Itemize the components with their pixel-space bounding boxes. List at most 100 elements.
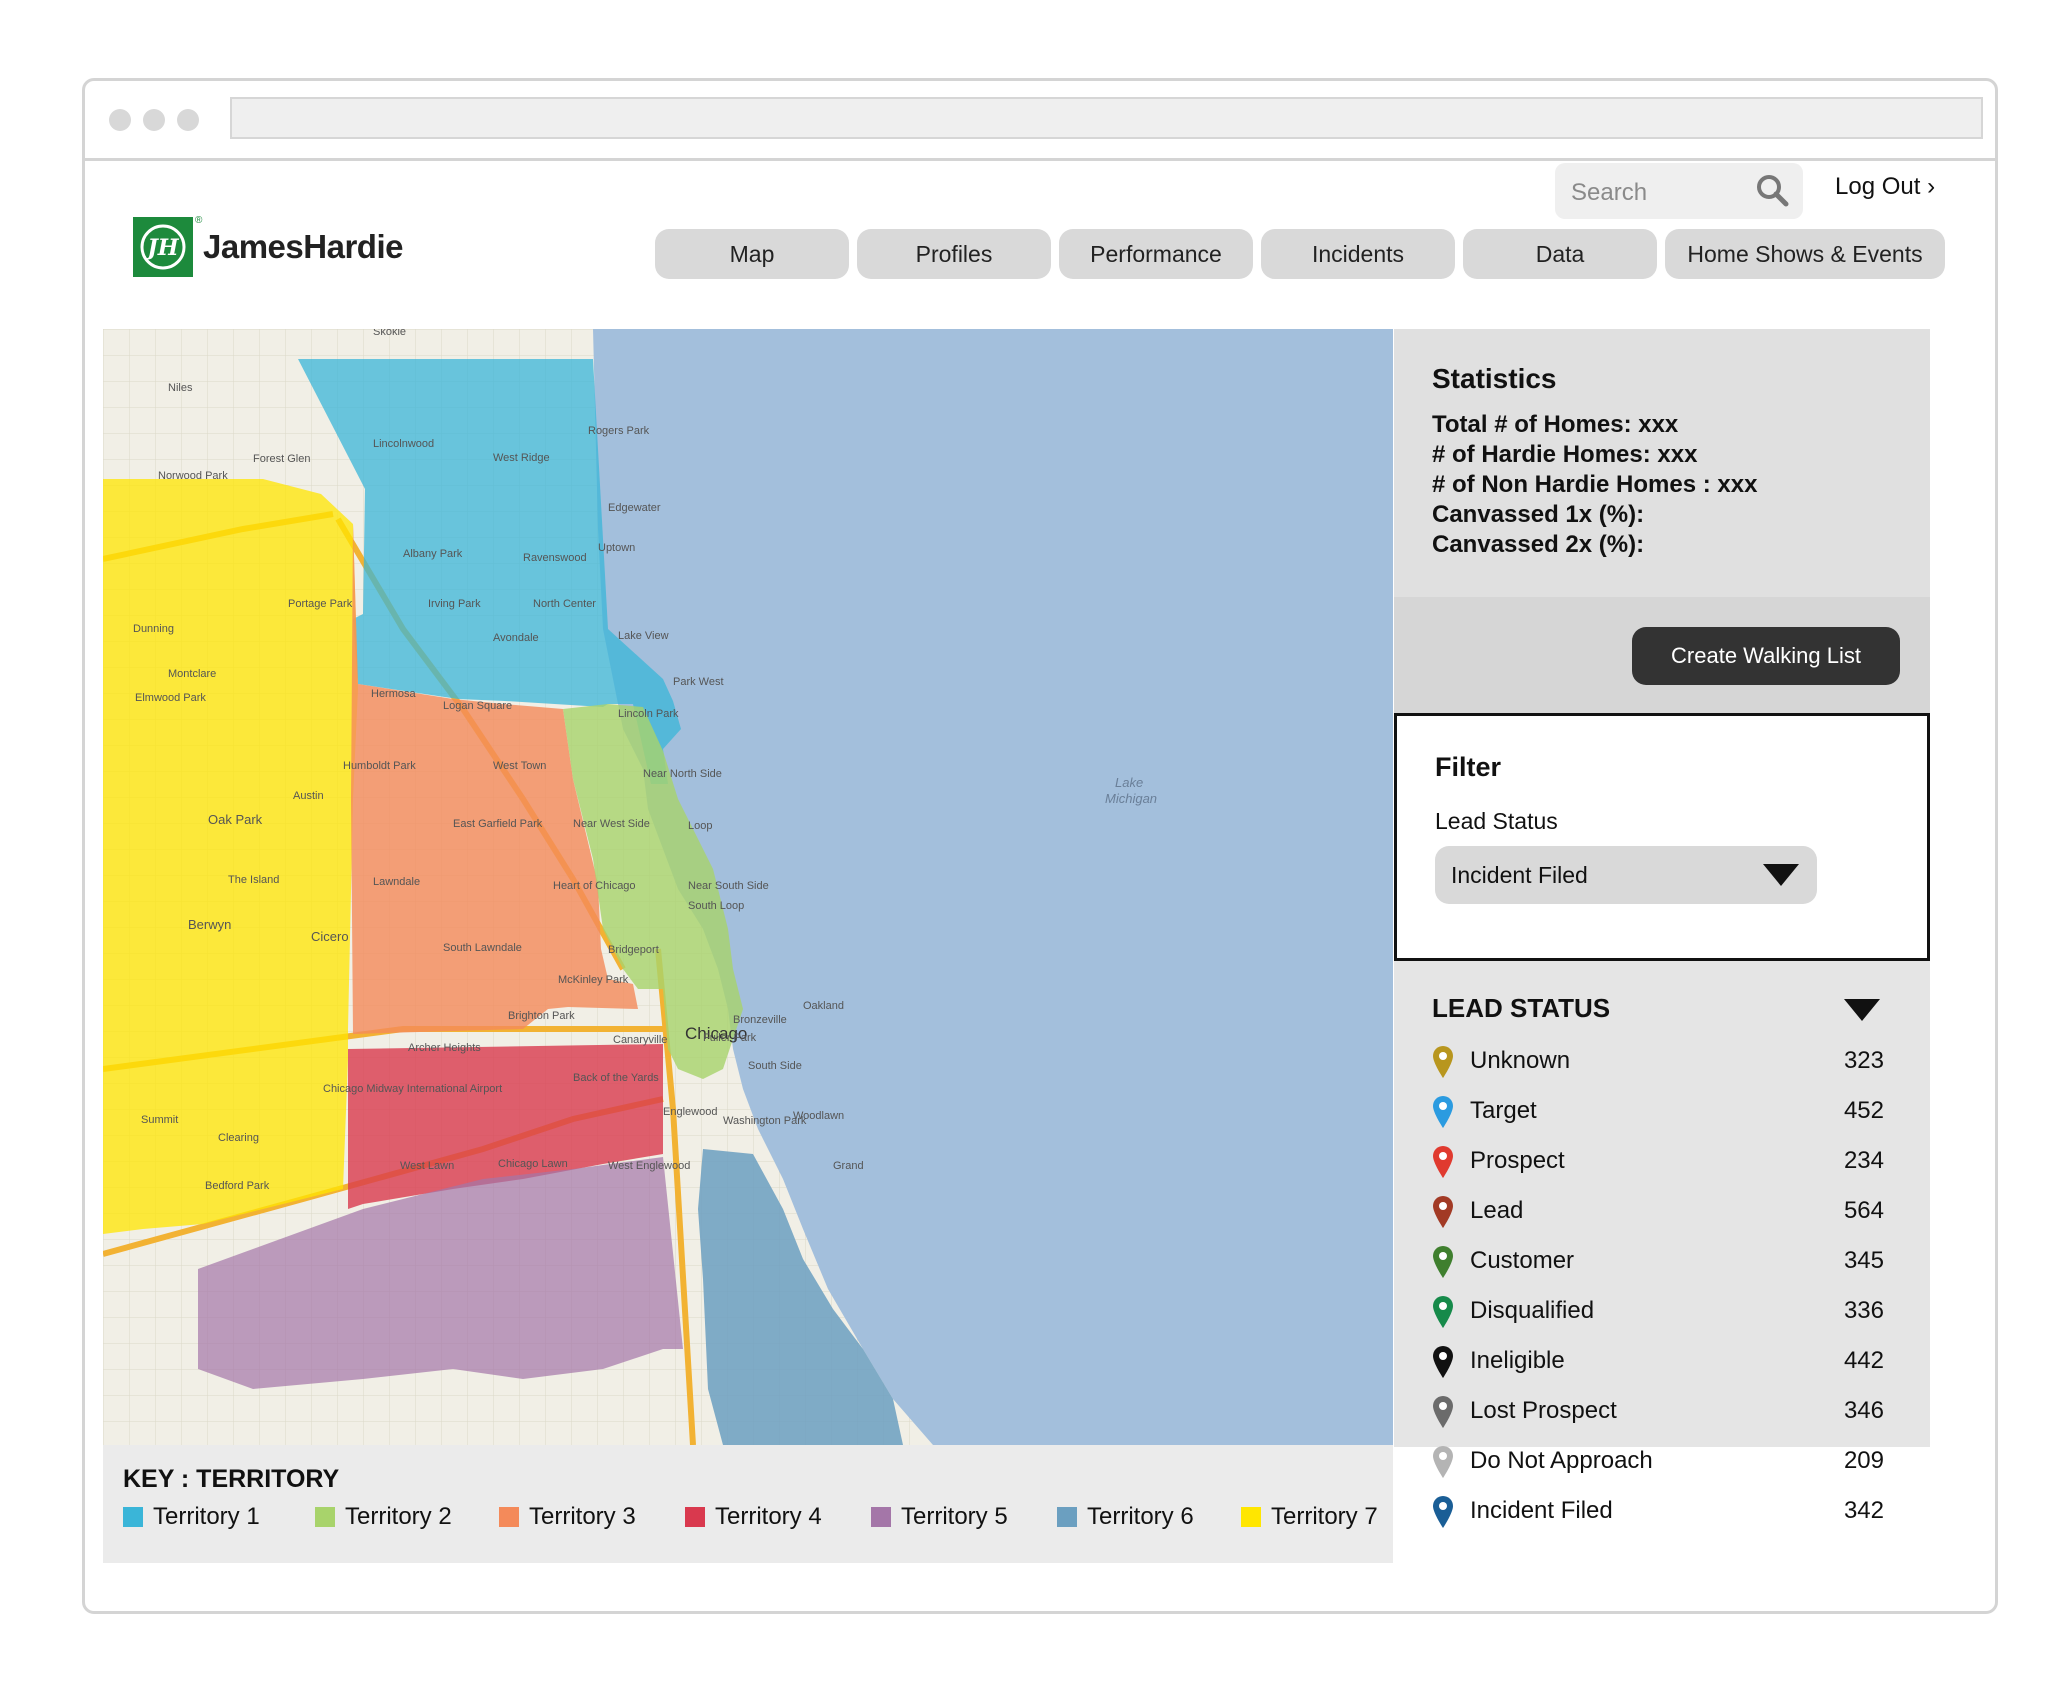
territory-3-area[interactable] [351,524,638,1034]
statistics-title: Statistics [1432,363,1557,394]
svg-text:Brighton Park: Brighton Park [508,1010,575,1022]
svg-text:Oakland: Oakland [803,1000,844,1012]
key-label: Territory 2 [345,1503,452,1530]
svg-text:Fuller Park: Fuller Park [703,1032,757,1044]
map-canvas[interactable]: Lake Michigan Chicago Skokie Niles Linco… [103,329,1393,1445]
lead-status-row[interactable]: Do Not Approach 209 [1432,1443,1884,1483]
key-item-territory-5[interactable]: Territory 5 [871,1503,1008,1531]
lead-status-label: Customer [1470,1247,1575,1274]
lead-status-label: Do Not Approach [1470,1447,1653,1474]
brand-name: JamesHardie [203,228,403,265]
lead-status-row[interactable]: Prospect 234 [1432,1143,1884,1183]
map-pin-icon [1433,1096,1453,1128]
brand-logo[interactable]: JH ® JamesHardie [133,215,403,277]
lead-status-label: Ineligible [1470,1347,1565,1374]
address-bar[interactable] [230,97,1983,139]
svg-text:Ravenswood: Ravenswood [523,552,587,564]
lead-status-count: 346 [1843,1397,1884,1424]
chevron-down-icon[interactable] [1763,864,1799,886]
swatch-territory-5 [871,1507,891,1527]
key-label: Territory 6 [1087,1503,1194,1530]
logout-link[interactable]: Log Out › [1835,173,1936,200]
svg-text:Albany Park: Albany Park [403,548,463,560]
svg-text:Dunning: Dunning [133,623,174,635]
search-icon[interactable] [1755,173,1789,207]
svg-text:Irving Park: Irving Park [428,598,481,610]
window-maximize-dot[interactable] [177,109,199,131]
lead-status-select[interactable]: Incident Filed [1435,846,1817,904]
svg-text:West Lawn: West Lawn [400,1160,454,1172]
svg-text:West Town: West Town [493,760,546,772]
lead-status-row[interactable]: Customer 345 [1432,1243,1884,1283]
map-pin-icon [1433,1346,1453,1378]
svg-text:The Island: The Island [228,874,279,886]
lead-status-row[interactable]: Unknown 323 [1432,1043,1884,1083]
window-minimize-dot[interactable] [143,109,165,131]
create-walking-list-button[interactable]: Create Walking List [1632,627,1900,685]
lead-status-row[interactable]: Target 452 [1432,1093,1884,1133]
lead-status-count: 564 [1843,1197,1884,1224]
svg-text:Niles: Niles [168,382,193,394]
nav-data[interactable]: Data [1463,229,1657,279]
svg-text:Grand: Grand [833,1160,864,1172]
key-item-territory-6[interactable]: Territory 6 [1057,1503,1194,1531]
key-item-territory-1[interactable]: Territory 1 [123,1503,260,1531]
lead-status-count: 323 [1843,1047,1884,1074]
territory-7-area[interactable] [103,479,358,1234]
stat-canvassed-1x: Canvassed 1x (%): [1432,501,1645,528]
lead-status-row[interactable]: Lost Prospect 346 [1432,1393,1884,1433]
lake-label-1: Lake [1115,775,1143,790]
territory-map[interactable]: Lake Michigan Chicago Skokie Niles Linco… [103,329,1393,1445]
svg-text:Heart of Chicago: Heart of Chicago [553,880,636,892]
key-item-territory-3[interactable]: Territory 3 [499,1503,636,1531]
nav-performance[interactable]: Performance [1059,229,1253,279]
lead-status-row[interactable]: Incident Filed 342 [1432,1493,1884,1533]
key-item-territory-4[interactable]: Territory 4 [685,1503,822,1531]
map-pin-icon [1433,1296,1453,1328]
lead-status-list: LEAD STATUS Unknown 323 Target 452 Prospect 2… [1394,961,1930,1528]
territory-1-area[interactable] [298,359,681,784]
territory-5-area[interactable] [198,1157,683,1389]
territory-4-area[interactable] [348,1044,663,1209]
lead-status-title: LEAD STATUS [1432,993,1611,1023]
svg-text:Back of the Yards: Back of the Yards [573,1072,659,1084]
nav-map[interactable]: Map [655,229,849,279]
nav-profiles[interactable]: Profiles [857,229,1051,279]
nav-incidents[interactable]: Incidents [1261,229,1455,279]
actions-bar: Create Walking List [1394,597,1930,715]
logo-mark-icon: JH [133,217,193,277]
key-label: Territory 5 [901,1503,1008,1530]
map-pin-icon [1433,1146,1453,1178]
key-item-territory-2[interactable]: Territory 2 [315,1503,452,1531]
lead-status-row[interactable]: Ineligible 442 [1432,1343,1884,1383]
swatch-territory-3 [499,1507,519,1527]
nav-home-shows-events[interactable]: Home Shows & Events [1665,229,1945,279]
map-pin-icon [1433,1246,1453,1278]
swatch-territory-4 [685,1507,705,1527]
lead-status-row[interactable]: Lead 564 [1432,1193,1884,1233]
svg-text:Near West Side: Near West Side [573,818,650,830]
territory-2-area[interactable] [563,704,743,1079]
svg-text:Elmwood Park: Elmwood Park [135,692,206,704]
browser-chrome [85,81,1995,161]
key-item-territory-7[interactable]: Territory 7 [1241,1503,1378,1531]
search-box[interactable]: Search [1555,163,1803,219]
collapse-triangle-icon[interactable] [1844,999,1880,1021]
territory-6-area[interactable] [698,1149,903,1445]
search-input[interactable]: Search [1571,179,1648,206]
svg-text:Cicero: Cicero [311,929,349,944]
svg-text:North Center: North Center [533,598,596,610]
filter-box: Filter Lead Status Incident Filed [1394,713,1930,961]
lead-status-row[interactable]: Disqualified 336 [1432,1293,1884,1333]
browser-window: Search Log Out › JH ® JamesHardie Map Pr… [82,78,1998,1614]
lake-label-2: Michigan [1105,791,1157,806]
filter-title: Filter [1435,752,1502,782]
svg-text:South Side: South Side [748,1060,802,1072]
lead-status-count: 336 [1843,1297,1884,1324]
window-close-dot[interactable] [109,109,131,131]
svg-text:Archer Heights: Archer Heights [408,1042,481,1054]
svg-text:Logan Square: Logan Square [443,700,512,712]
svg-text:Forest Glen: Forest Glen [253,453,310,465]
stat-hardie-homes: # of Hardie Homes: xxx [1432,441,1698,468]
lead-status-count: 452 [1843,1097,1884,1124]
